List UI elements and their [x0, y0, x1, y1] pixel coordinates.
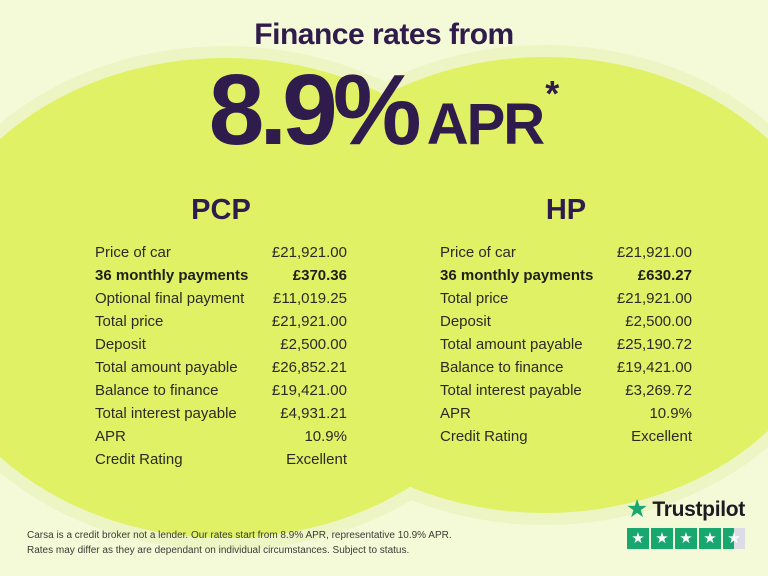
table-row: Price of car £21,921.00 [95, 241, 347, 264]
table-row: Total amount payable £26,852.21 [95, 356, 347, 379]
hp-table: HP Price of car £21,921.00 36 monthly pa… [440, 194, 692, 448]
table-row: Deposit £2,500.00 [95, 333, 347, 356]
pcp-table: PCP Price of car £21,921.00 36 monthly p… [95, 194, 347, 471]
row-value: £21,921.00 [616, 290, 692, 307]
apr-label: APR [426, 92, 545, 157]
row-value: £630.27 [637, 267, 692, 284]
row-label: Price of car [440, 244, 516, 261]
star-icon: ★ [727, 529, 741, 547]
table-row: Total price £21,921.00 [440, 287, 692, 310]
row-value: £4,931.21 [280, 405, 347, 422]
star-icon: ★ [655, 529, 669, 547]
rating-star-box: ★ [627, 528, 649, 549]
row-value: £26,852.21 [271, 359, 347, 376]
table-row: Total interest payable £4,931.21 [95, 402, 347, 425]
row-value: £11,019.25 [273, 290, 347, 307]
row-value: £21,921.00 [271, 244, 347, 261]
disclaimer-line-2: Rates may differ as they are dependant o… [27, 544, 410, 556]
trustpilot-wordmark: Trustpilot [652, 497, 745, 521]
legal-disclaimer: Carsa is a credit broker not a lender. O… [27, 529, 457, 558]
row-label: Total interest payable [440, 382, 582, 399]
rate-value: 8.9% [208, 54, 422, 166]
row-label: Balance to finance [440, 359, 564, 376]
row-label: Credit Rating [440, 428, 528, 445]
table-row: Total price £21,921.00 [95, 310, 347, 333]
page-title: Finance rates from [254, 18, 514, 51]
table-row: Optional final payment £11,019.25 [95, 287, 347, 310]
rating-star-box: ★ [723, 528, 745, 549]
row-value: £19,421.00 [616, 359, 692, 376]
row-label: Deposit [440, 313, 491, 330]
table-row: Deposit £2,500.00 [440, 310, 692, 333]
trustpilot-badge: ★ Trustpilot ★ ★ ★ ★ ★ [620, 497, 745, 549]
row-label: 36 monthly payments [440, 267, 594, 284]
row-value: 10.9% [304, 428, 347, 445]
row-value: Excellent [631, 428, 692, 445]
table-row: Balance to finance £19,421.00 [440, 356, 692, 379]
row-label: APR [95, 428, 126, 445]
star-icon: ★ [679, 529, 693, 547]
table-row: Price of car £21,921.00 [440, 241, 692, 264]
row-label: Total price [95, 313, 164, 330]
row-value: £2,500.00 [280, 336, 347, 353]
row-label: Deposit [95, 336, 146, 353]
row-value: £370.36 [292, 267, 347, 284]
row-value: £21,921.00 [271, 313, 347, 330]
rating-star-box: ★ [675, 528, 697, 549]
row-label: 36 monthly payments [95, 267, 249, 284]
row-label: Total amount payable [440, 336, 583, 353]
row-value: £2,500.00 [625, 313, 692, 330]
rating-star-box: ★ [699, 528, 721, 549]
row-label: Price of car [95, 244, 171, 261]
background-circle-right [255, 57, 768, 513]
row-value: £3,269.72 [625, 382, 692, 399]
table-row: Total interest payable £3,269.72 [440, 379, 692, 402]
trustpilot-star-icon: ★ [625, 495, 649, 523]
row-value: £25,190.72 [616, 336, 692, 353]
table-row: Credit Rating Excellent [95, 448, 347, 471]
disclaimer-line-1: Carsa is a credit broker not a lender. O… [27, 530, 452, 541]
star-icon: ★ [631, 529, 645, 547]
pcp-title: PCP [191, 194, 251, 226]
rating-star-box: ★ [651, 528, 673, 549]
trustpilot-rating-stars: ★ ★ ★ ★ ★ [620, 528, 745, 549]
headline-rate: 8.9% APR * [0, 60, 768, 160]
row-label: Credit Rating [95, 451, 183, 468]
row-value: £19,421.00 [271, 382, 347, 399]
footnote-asterisk: * [545, 73, 560, 114]
table-row: APR 10.9% [95, 425, 347, 448]
hp-title: HP [545, 194, 587, 226]
row-value: Excellent [286, 451, 347, 468]
trustpilot-logo: ★ Trustpilot [620, 497, 745, 522]
row-label: Balance to finance [95, 382, 219, 399]
table-row: 36 monthly payments £630.27 [440, 264, 692, 287]
row-label: Total amount payable [95, 359, 238, 376]
row-label: APR [440, 405, 471, 422]
row-label: Optional final payment [95, 290, 245, 307]
star-icon: ★ [703, 529, 717, 547]
row-value: 10.9% [649, 405, 692, 422]
hp-rows: Price of car £21,921.00 36 monthly payme… [440, 241, 692, 448]
table-row: APR 10.9% [440, 402, 692, 425]
row-label: Total price [440, 290, 509, 307]
table-row: Total amount payable £25,190.72 [440, 333, 692, 356]
table-row: Credit Rating Excellent [440, 425, 692, 448]
table-row: Balance to finance £19,421.00 [95, 379, 347, 402]
row-label: Total interest payable [95, 405, 237, 422]
pcp-rows: Price of car £21,921.00 36 monthly payme… [95, 241, 347, 471]
row-value: £21,921.00 [616, 244, 692, 261]
table-row: 36 monthly payments £370.36 [95, 264, 347, 287]
